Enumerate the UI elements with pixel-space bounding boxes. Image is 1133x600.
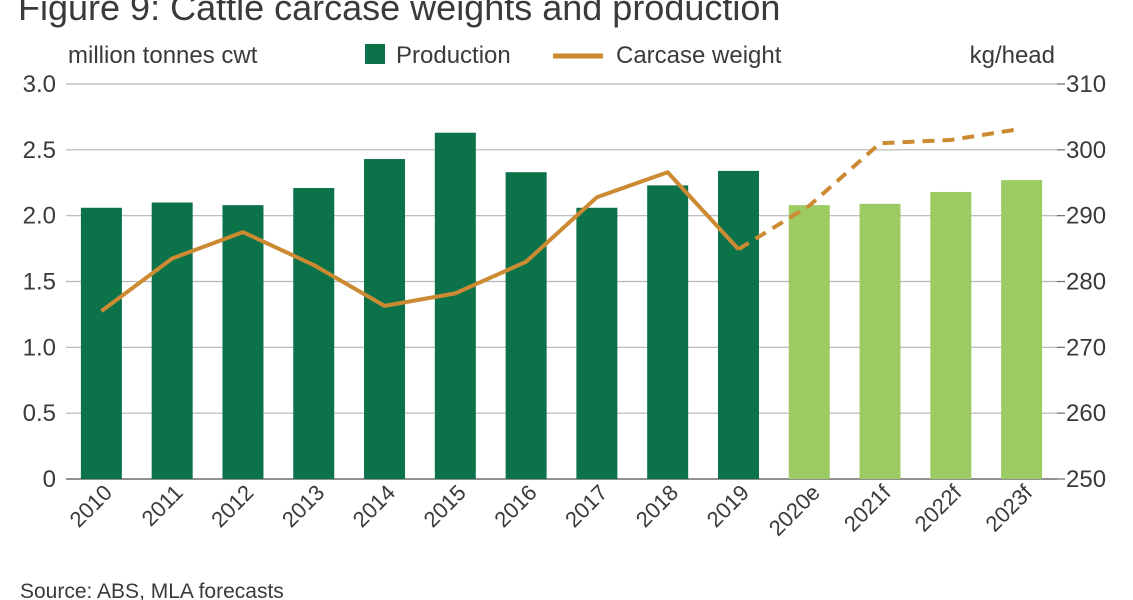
right-tick-label: 310 bbox=[1066, 71, 1106, 98]
x-tick-2022f: 2022f bbox=[910, 479, 967, 536]
bar-2013 bbox=[293, 188, 335, 479]
x-axis-ticks: 2010 2011 2012 2013 2014 2015 2016 2017 2018 2019… bbox=[65, 479, 1038, 541]
left-tick-label: 2.0 bbox=[23, 203, 56, 230]
x-tick-2013: 2013 bbox=[277, 480, 329, 532]
chart-title: Figure 9: Cattle carcase weights and pro… bbox=[18, 0, 780, 28]
right-axis-ticks: 250 260 270 280 290 300 310 bbox=[1066, 71, 1106, 493]
left-tick-label: 2.5 bbox=[23, 137, 56, 164]
x-tick-2021f: 2021f bbox=[839, 479, 896, 536]
bar-2023f bbox=[1001, 180, 1043, 479]
legend: Production Carcase weight bbox=[365, 42, 782, 69]
bar-2012 bbox=[222, 205, 264, 479]
production-bars bbox=[80, 132, 1043, 480]
carcase-weight-line bbox=[100, 126, 1022, 313]
x-tick-2019: 2019 bbox=[702, 480, 754, 532]
x-tick-2010: 2010 bbox=[65, 480, 117, 532]
x-tick-2023f: 2023f bbox=[981, 479, 1038, 536]
x-tick-2015: 2015 bbox=[419, 480, 471, 532]
carcase-weight-line-actual bbox=[100, 170, 740, 313]
right-axis-unit: kg/head bbox=[970, 42, 1055, 69]
right-tick-label: 250 bbox=[1066, 466, 1106, 493]
bar-2021f bbox=[859, 203, 901, 480]
left-tick-label: 0 bbox=[43, 466, 56, 493]
x-tick-2020e: 2020e bbox=[764, 480, 825, 541]
x-tick-2016: 2016 bbox=[489, 480, 541, 532]
x-tick-2011: 2011 bbox=[137, 480, 188, 531]
x-tick-2012: 2012 bbox=[206, 480, 258, 532]
legend-production-label: Production bbox=[396, 42, 511, 69]
left-tick-label: 0.5 bbox=[23, 400, 56, 427]
right-tick-label: 260 bbox=[1066, 400, 1106, 427]
right-tick-label: 270 bbox=[1066, 334, 1106, 361]
x-tick-2014: 2014 bbox=[348, 480, 400, 532]
bar-2018 bbox=[647, 185, 689, 479]
left-tick-label: 3.0 bbox=[23, 71, 56, 98]
bar-2020e bbox=[788, 205, 830, 479]
gridlines bbox=[66, 83, 1065, 480]
x-tick-2017: 2017 bbox=[560, 480, 612, 532]
right-tick-label: 290 bbox=[1066, 203, 1106, 230]
right-tick-label: 280 bbox=[1066, 269, 1106, 296]
bar-2010 bbox=[80, 207, 122, 479]
left-axis-ticks: 0 0.5 1.0 1.5 2.0 2.5 3.0 bbox=[23, 71, 56, 493]
left-tick-label: 1.5 bbox=[23, 269, 56, 296]
bar-2022f bbox=[930, 191, 972, 479]
legend-carcase-weight-label: Carcase weight bbox=[616, 42, 782, 69]
x-tick-2018: 2018 bbox=[631, 480, 683, 532]
bar-2014 bbox=[364, 159, 406, 480]
left-axis-unit: million tonnes cwt bbox=[68, 42, 258, 69]
left-tick-label: 1.0 bbox=[23, 334, 56, 361]
right-tick-label: 300 bbox=[1066, 137, 1106, 164]
bar-2011 bbox=[151, 202, 193, 479]
bar-2017 bbox=[576, 207, 618, 479]
legend-production-swatch bbox=[365, 44, 385, 64]
bar-2015 bbox=[434, 132, 476, 479]
source-note: Source: ABS, MLA forecasts bbox=[20, 580, 284, 600]
bar-2016 bbox=[505, 172, 547, 479]
bar-2019 bbox=[717, 170, 759, 479]
